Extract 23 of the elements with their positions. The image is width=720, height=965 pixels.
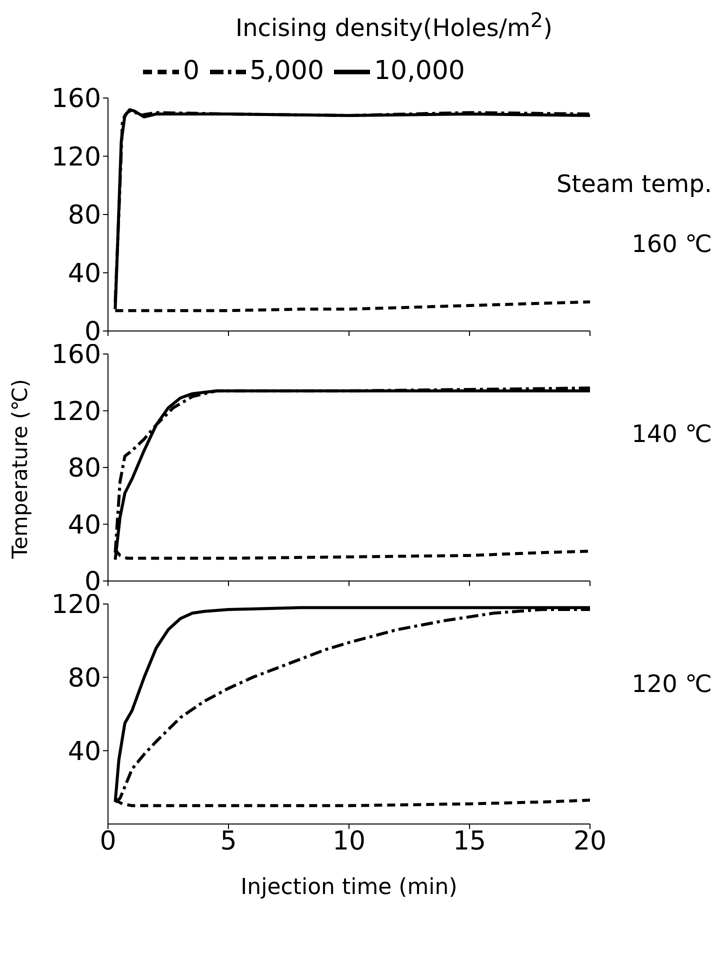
legend-label: 5,000 (250, 56, 324, 86)
y-tick-label: 40 (68, 258, 101, 289)
text: 120 ℃ (632, 669, 712, 700)
y-tick-label: 40 (68, 510, 101, 540)
y-tick-label: 80 (68, 454, 101, 484)
x-tick-label: 5 (220, 826, 237, 856)
y-tick-label: 80 (68, 200, 101, 231)
y-tick-label: 40 (68, 736, 101, 767)
y-tick-label: 120 (51, 396, 101, 427)
y-tick-label: 120 (51, 142, 101, 172)
y-tick-label: 160 (51, 84, 101, 114)
legend-label: 10,000 (374, 56, 465, 86)
text: 140 ℃ (632, 419, 712, 450)
y-tick-label: 80 (68, 664, 101, 694)
text: 160 ℃ (630, 229, 712, 260)
y-axis-title: Temperature (℃) (8, 379, 32, 559)
x-axis-title: Injection time (min) (240, 875, 458, 900)
legend-title: Incising density(Holes/m$^{2}$) (234, 8, 554, 42)
x-tick-label: 20 (573, 826, 607, 856)
annotation: Steam temp. (556, 169, 712, 200)
legend-label: 0 (183, 56, 200, 86)
x-tick-label: 15 (452, 826, 486, 856)
x-tick-label: 10 (332, 826, 366, 856)
